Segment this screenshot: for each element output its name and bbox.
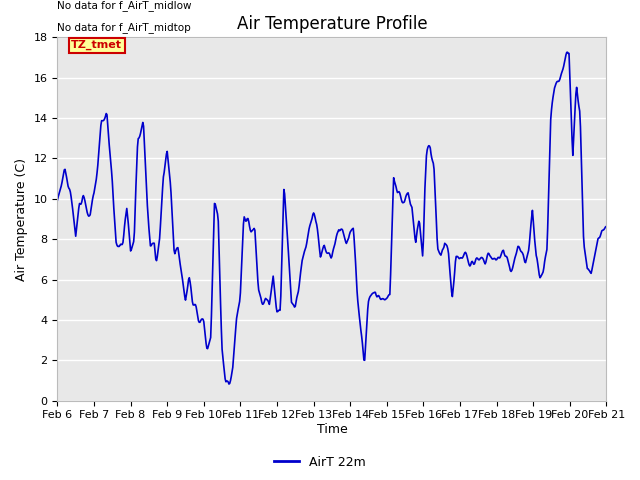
Legend: AirT 22m: AirT 22m [269, 451, 371, 474]
Text: No data for f_AirT_midtop: No data for f_AirT_midtop [58, 22, 191, 33]
Y-axis label: Air Temperature (C): Air Temperature (C) [15, 157, 28, 280]
Title: Air Temperature Profile: Air Temperature Profile [237, 15, 428, 33]
Text: No data for f_AirT_midlow: No data for f_AirT_midlow [58, 0, 192, 11]
Text: TZ_tmet: TZ_tmet [71, 40, 122, 50]
X-axis label: Time: Time [317, 423, 348, 436]
